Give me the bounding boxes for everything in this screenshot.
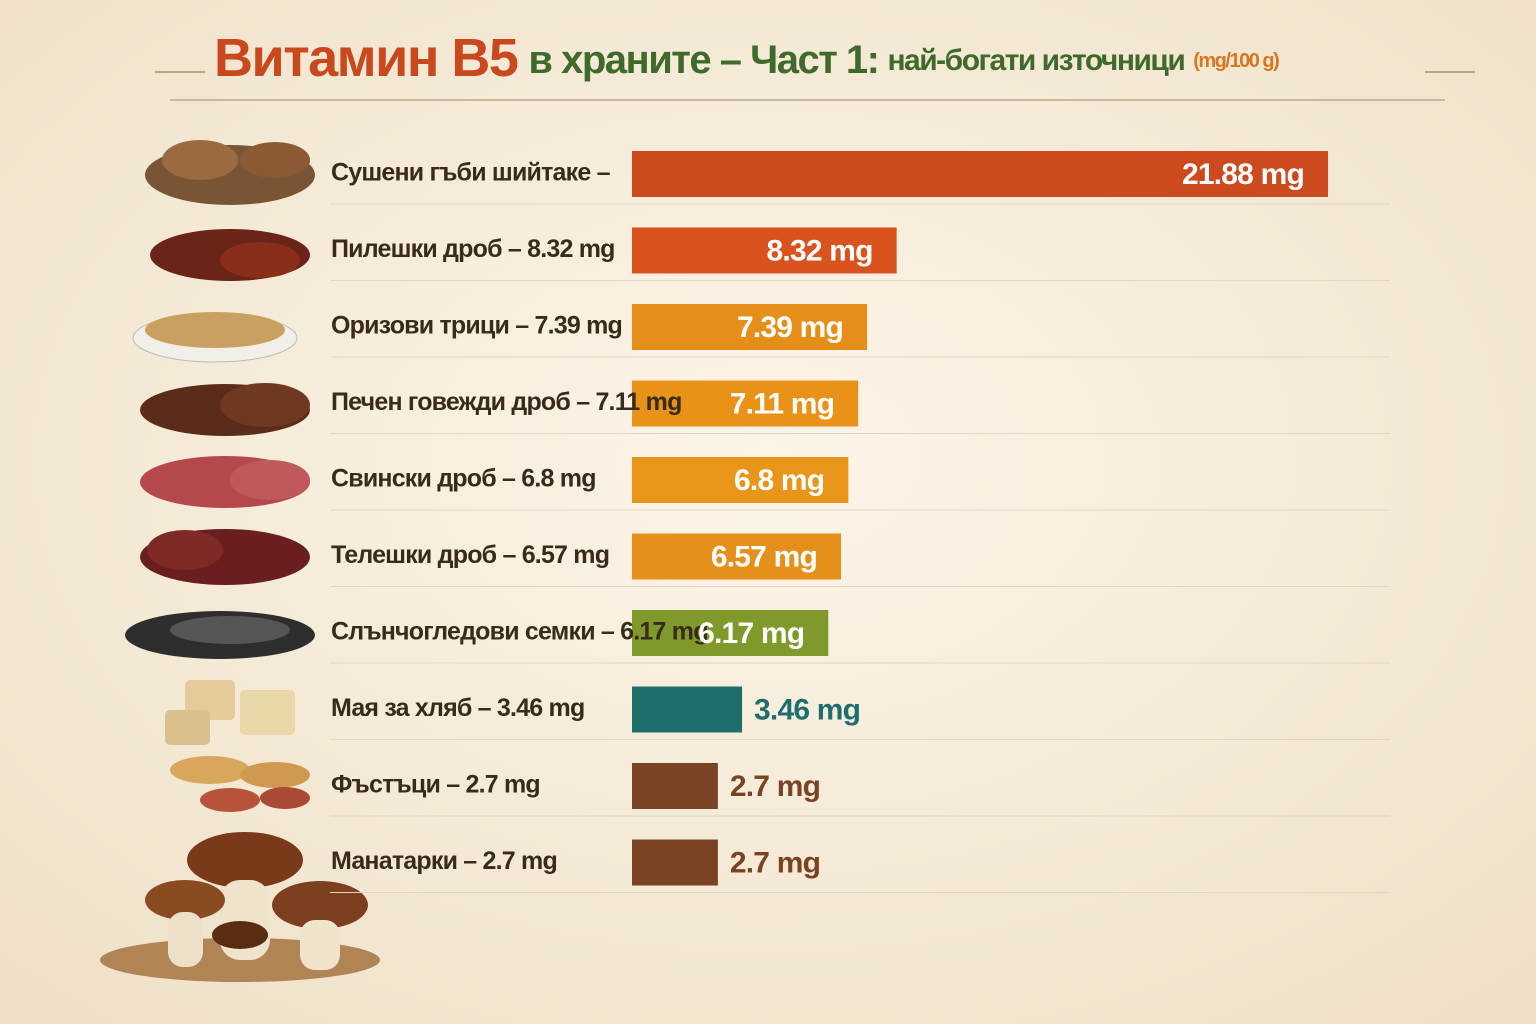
value-label: 6.17 mg [698, 617, 804, 650]
bar [632, 227, 897, 274]
category-label: Пилешки дроб – 8.32 mg [331, 235, 615, 263]
value-label: 8.32 mg [767, 234, 873, 267]
value-label: 2.7 mg [730, 770, 820, 803]
bar [632, 533, 841, 580]
category-label: Оризови трици – 7.39 mg [331, 312, 622, 340]
bar [632, 380, 859, 427]
title-part: в храните – Част 1: [528, 38, 878, 82]
chart-title: Витамин B5 в храните – Част 1: най-богат… [214, 28, 1279, 88]
value-label: 6.57 mg [711, 540, 817, 573]
bar [632, 151, 1328, 197]
value-label: 7.39 mg [737, 311, 843, 344]
bar [632, 839, 718, 886]
value-label: 21.88 mg [1182, 158, 1304, 191]
category-label: Сушени гъби шийтаке – [331, 159, 611, 187]
category-label: Печен говежди дроб – 7.11 mg [331, 388, 682, 416]
value-label: 3.46 mg [754, 693, 860, 726]
bar [632, 610, 829, 656]
category-label: Слънчогледови семки – 6.17 mg [331, 618, 708, 646]
title-unit: (mg/100 g) [1193, 50, 1279, 72]
bar [632, 304, 868, 350]
title-part: най-богати източници [887, 44, 1184, 77]
bar [632, 763, 718, 809]
category-label: Телешки дроб – 6.57 mg [331, 541, 609, 569]
category-label: Манатарки – 2.7 mg [331, 847, 557, 875]
category-label: Мая за хляб – 3.46 mg [331, 694, 584, 722]
food-illustrations [100, 140, 380, 982]
bar [632, 686, 743, 733]
category-label: Свински дроб – 6.8 mg [331, 465, 596, 493]
bar [632, 457, 849, 503]
value-label: 6.8 mg [734, 464, 824, 497]
value-label: 7.11 mg [730, 387, 834, 420]
category-label: Фъстъци – 2.7 mg [331, 771, 540, 799]
value-label: 2.7 mg [730, 846, 820, 879]
title-main: Витамин B5 [214, 28, 518, 88]
